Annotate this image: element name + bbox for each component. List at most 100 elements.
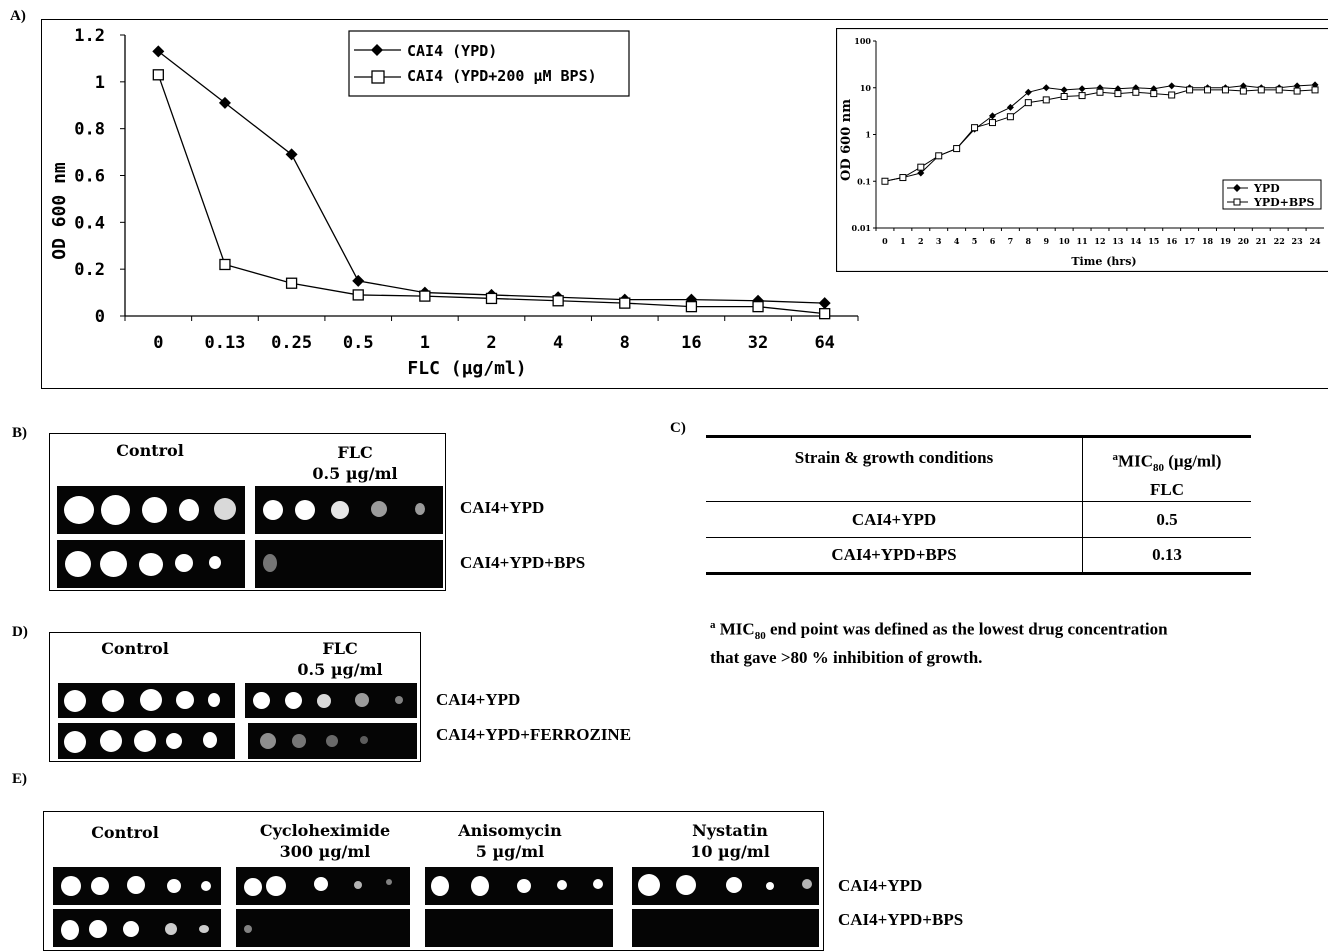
inset-point-bps [1151,91,1157,97]
inset-point-bps [972,125,978,131]
inset-point-bps [1312,87,1318,93]
legend-label-ypd: CAI4 (YPD) [407,42,497,60]
plate-e-control-ypd [53,867,221,905]
panel-e-row1-label: CAI4+YPD [838,876,922,896]
main-point-ypd [286,148,298,160]
main-point-bps [820,309,830,319]
inset-x-tick-label: 24 [1309,236,1321,246]
plate-e-nystatin-ypd [632,867,819,905]
legend-label-bps: CAI4 (YPD+200 µM BPS) [407,67,597,85]
panel-e-row2-label: CAI4+YPD+BPS [838,910,963,930]
main-point-bps [620,298,630,308]
inset-x-tick-label: 3 [936,236,942,246]
panel-e-cycloheximide-conc: 300 µg/ml [230,841,420,862]
panel-b-flc-header: FLC 0.5 µg/ml [270,442,440,484]
inset-x-tick-label: 0 [882,236,888,246]
plate-e-anisomycin-ypd [425,867,613,905]
plate-d-flc-ferrozine [248,723,417,759]
inset-point-bps [1133,89,1139,95]
inset-point-bps [918,164,924,170]
panel-e-anisomycin-header: Anisomycin 5 µg/ml [430,820,590,862]
panel-label-b: B) [12,425,27,442]
plate-d-control-ypd [58,683,235,718]
panel-d-flc-label: FLC [260,638,420,659]
inset-point-bps [989,120,995,126]
inset-x-tick-label: 23 [1292,236,1304,246]
main-point-bps [686,302,696,312]
mic-row2-strain: CAI4+YPD+BPS [706,538,1083,574]
main-x-tick-label: 0.5 [343,333,374,353]
panel-e-cycloheximide-header: Cycloheximide 300 µg/ml [230,820,420,862]
panel-b-row1-label: CAI4+YPD [460,498,544,518]
main-y-tick-label: 1 [95,73,105,93]
inset-x-tick-label: 18 [1202,236,1214,246]
panel-e-nystatin-conc: 10 µg/ml [650,841,810,862]
mic-table: Strain & growth conditions aMIC80 (µg/ml… [706,438,1251,575]
inset-point-bps [1169,92,1175,98]
legend-marker-bps [372,71,384,83]
panel-b-control-header: Control [90,440,210,461]
inset-x-tick-label: 14 [1130,236,1142,246]
main-x-tick-label: 0.25 [271,333,312,353]
panel-d-flc-conc: 0.5 µg/ml [260,659,420,680]
main-x-tick-label: 16 [681,333,701,353]
inset-x-tick-label: 12 [1094,236,1105,246]
plate-b-control-bps [57,540,245,588]
inset-point-bps [1205,87,1211,93]
inset-point-bps [1187,87,1193,93]
mic-row1-value: 0.5 [1083,502,1252,538]
inset-point-bps [1115,91,1121,97]
main-x-tick-label: 32 [748,333,768,353]
plate-e-cycloheximide-ypd [236,867,410,905]
inset-x-label: Time (hrs) [1071,255,1136,268]
inset-y-tick-label: 100 [854,36,871,46]
main-x-tick-label: 1 [420,333,430,353]
mic-header-value: aMIC80 (µg/ml)FLC [1083,438,1252,502]
plate-d-control-ferrozine [58,723,235,759]
main-y-tick-label: 1.2 [74,26,105,46]
inset-point-bps [1007,114,1013,120]
main-point-ypd [219,97,231,109]
inset-legend-ypd: YPD [1253,182,1280,195]
main-point-bps [153,70,163,80]
inset-x-tick-label: 2 [918,236,924,246]
inset-x-tick-label: 17 [1184,236,1195,246]
main-point-bps [487,293,497,303]
panel-b-flc-conc: 0.5 µg/ml [270,463,440,484]
main-y-tick-label: 0.6 [74,167,105,187]
inset-point-bps [1240,88,1246,94]
mic-header-strain: Strain & growth conditions [706,438,1083,502]
inset-legend: YPD YPD+BPS [1223,180,1321,209]
panel-e-control-header: Control [60,822,190,843]
main-y-tick-label: 0 [95,307,105,327]
panel-b-flc-label: FLC [270,442,440,463]
inset-y-tick-label: 1 [865,130,871,140]
mic-footnote: a MIC80 end point was defined as the low… [710,614,1168,669]
main-y-tick-label: 0.4 [74,213,105,233]
plate-b-control-ypd [57,486,245,534]
inset-point-bps [1025,100,1031,106]
main-chart-x-label: FLC (µg/ml) [407,358,526,379]
panel-e-nystatin-header: Nystatin 10 µg/ml [650,820,810,862]
panel-d-control-header: Control [80,638,190,659]
plate-b-flc-bps [255,540,443,588]
inset-point-bps [936,153,942,159]
main-point-bps [420,291,430,301]
main-x-tick-label: 4 [553,333,563,353]
main-x-tick-label: 0 [153,333,163,353]
mic-row2-value: 0.13 [1083,538,1252,574]
inset-legend-bps: YPD+BPS [1253,196,1314,209]
panel-e-nystatin-label: Nystatin [650,820,810,841]
inset-point-bps [1222,87,1228,93]
plate-e-cycloheximide-bps [236,909,410,947]
main-point-bps [753,302,763,312]
inset-x-tick-label: 20 [1238,236,1250,246]
inset-x-tick-label: 1 [900,236,906,246]
inset-x-tick-label: 8 [1026,236,1032,246]
main-point-ypd [152,45,164,57]
inset-x-tick-label: 19 [1220,236,1232,246]
main-x-tick-label: 8 [620,333,630,353]
main-y-tick-label: 0.8 [74,120,105,140]
inset-point-bps [1276,87,1282,93]
